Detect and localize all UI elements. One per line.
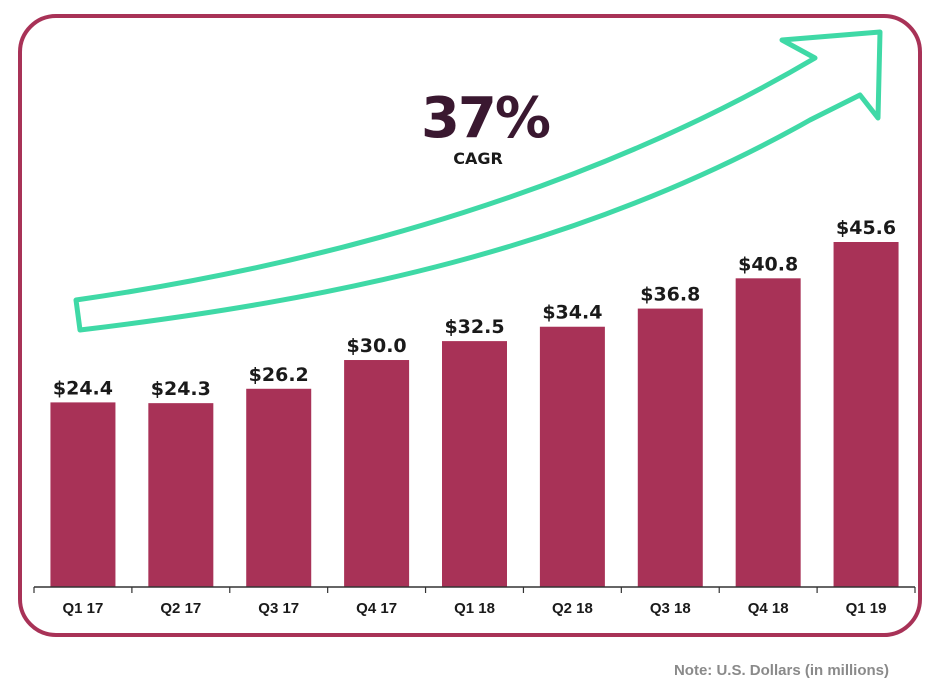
growth-arrow-icon — [73, 29, 883, 333]
bar-value-label: $26.2 — [249, 364, 309, 386]
x-tick-label: Q4 17 — [356, 600, 397, 617]
bar-value-label: $45.6 — [836, 217, 896, 239]
bar-5 — [539, 326, 605, 587]
x-tick-label: Q3 17 — [258, 600, 299, 617]
x-tick-label: Q1 18 — [454, 600, 495, 617]
currency-note: Note: U.S. Dollars (in millions) — [673, 662, 889, 679]
bar-1 — [148, 403, 214, 587]
bar-8 — [833, 242, 899, 587]
bar-3 — [344, 360, 410, 587]
x-tick-label: Q1 19 — [846, 600, 887, 617]
x-tick-label: Q1 17 — [63, 600, 104, 617]
bar-value-label: $24.4 — [53, 377, 113, 399]
x-tick-label: Q4 18 — [748, 600, 789, 617]
x-tick-label: Q3 18 — [650, 600, 691, 617]
bar-value-label: $30.0 — [347, 335, 407, 357]
x-tick-label: Q2 17 — [160, 600, 201, 617]
bar-value-label: $34.4 — [542, 302, 602, 324]
bar-4 — [442, 341, 507, 587]
bar-value-label: $24.3 — [151, 378, 211, 400]
bar-value-label: $32.5 — [444, 316, 504, 338]
bar-7 — [735, 278, 801, 587]
bar-6 — [637, 308, 703, 587]
bars-layer: $24.4 $24.3 $26.2 $30.0 $32.5 $34.4 $36.8 $40.8… — [50, 217, 899, 587]
bar-2 — [246, 388, 312, 587]
bar-value-label: $40.8 — [738, 253, 798, 275]
cagr-value: 37% — [421, 86, 550, 151]
x-axis-ticks: Q1 17 Q2 17 Q3 17 Q4 17 Q1 18 Q2 18 Q3 18 Q4 18… — [33, 587, 916, 617]
cagr-label: CAGR — [453, 149, 503, 168]
bar-value-label: $36.8 — [640, 284, 700, 306]
bar-0 — [50, 402, 116, 587]
x-tick-label: Q2 18 — [552, 600, 593, 617]
